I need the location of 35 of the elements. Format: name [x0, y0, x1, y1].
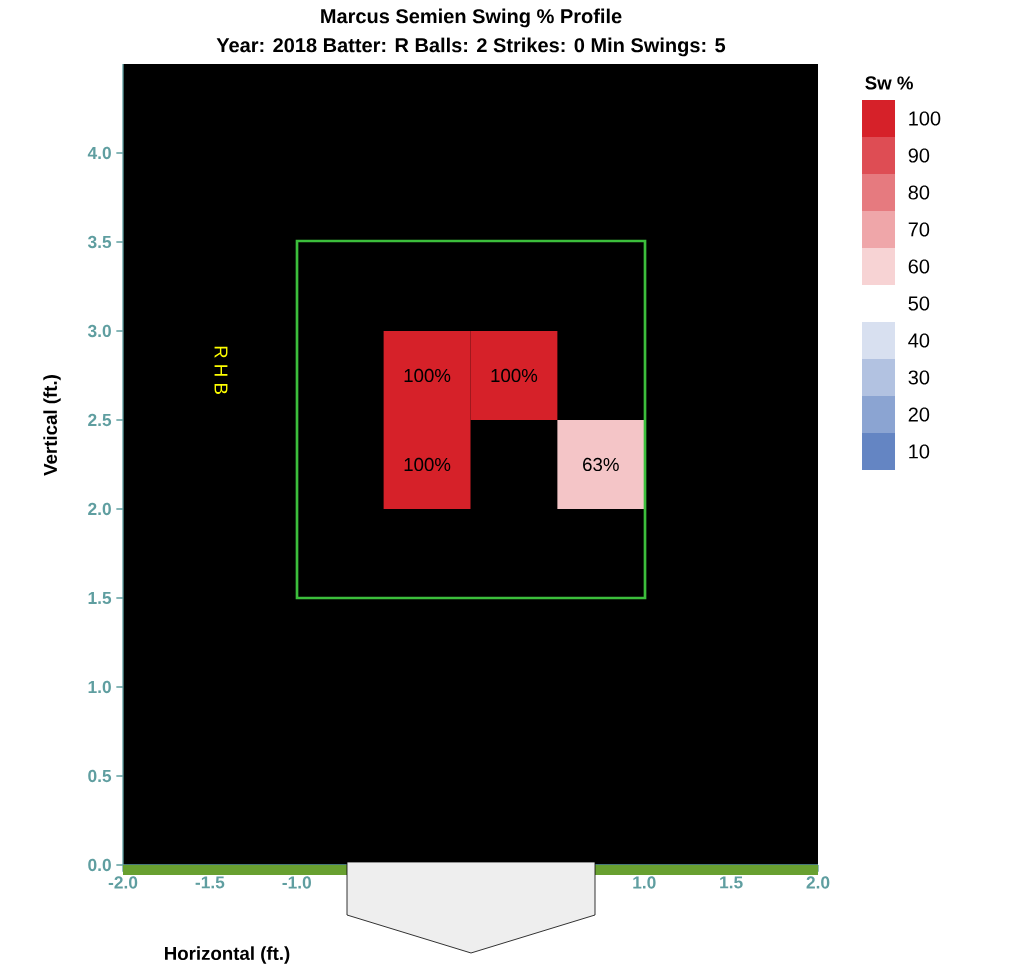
y-tick-label: 1.0: [88, 680, 111, 694]
annotation: 100%: [404, 368, 451, 383]
x-tick-label: -2.0: [108, 876, 138, 889]
color-bar-label: 10: [909, 444, 930, 459]
color-bar-label: 90: [908, 148, 930, 163]
color-bar-label: 80: [908, 185, 930, 200]
color-bar-title: Sw %: [865, 76, 913, 90]
color-bar-label: 30: [908, 370, 930, 385]
x-tick-label: 1.5: [720, 876, 743, 889]
y-axis-title: Vertical (ft.): [43, 375, 61, 476]
color-bar-label: 50: [908, 296, 930, 311]
color-bar-label: 40: [908, 333, 930, 348]
x-tick-label: -1.5: [195, 876, 225, 889]
y-tick-label: 0.5: [88, 769, 112, 783]
x-axis-title: Horizontal (ft.): [165, 946, 290, 964]
x-tick-label: -1.0: [282, 876, 311, 889]
y-tick-label: 2.0: [88, 502, 111, 516]
chart-subtitle: Year: 2018 Batter: R Balls: 2 Strikes: 0 Min Swings: 5: [216, 37, 726, 57]
annotation: 63%: [583, 457, 619, 472]
color-bar-label: 100: [909, 111, 941, 126]
annotation: 100%: [404, 457, 451, 472]
y-tick-label: 0.0: [88, 858, 111, 872]
color-bar-label: 20: [908, 407, 930, 422]
y-tick-label: 3.5: [87, 235, 112, 249]
y-tick-label: 2.5: [88, 413, 112, 427]
color-bar-label: 60: [908, 259, 930, 274]
annotation: R H B: [214, 346, 228, 394]
x-tick-label: 1.0: [633, 876, 656, 889]
color-bar-label: 70: [908, 222, 930, 237]
y-tick-label: 4.0: [87, 146, 111, 160]
y-tick-label: 1.5: [88, 591, 112, 605]
y-tick-label: 3.0: [87, 324, 111, 338]
chart-title: Marcus Semien Swing % Profile: [321, 8, 622, 28]
annotation: 100%: [491, 368, 538, 383]
x-tick-label: 2.0: [806, 876, 830, 889]
